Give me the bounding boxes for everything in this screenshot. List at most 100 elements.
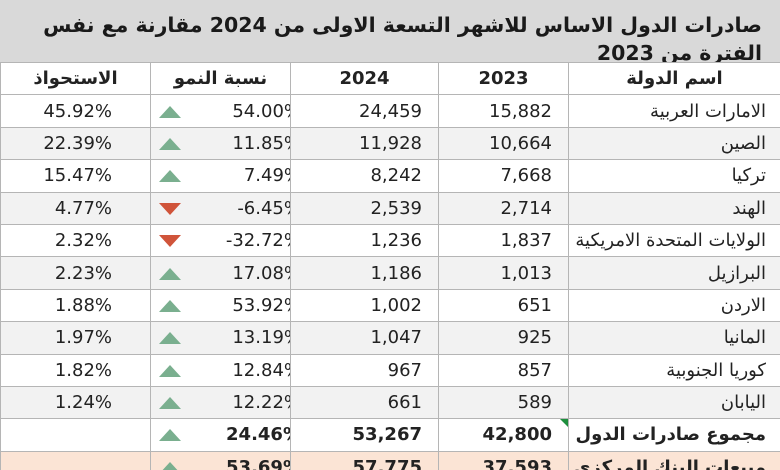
cell-growth: -32.72% xyxy=(150,223,291,258)
cell-2023: 589 xyxy=(438,385,569,420)
triangle-up-icon xyxy=(159,267,181,280)
growth-value: -6.45% xyxy=(237,197,289,219)
cell-2024: 57,775 xyxy=(290,450,439,470)
cell-country: المانيا xyxy=(568,321,780,355)
growth-value: 53.92% xyxy=(232,294,289,316)
cell-2024: 967 xyxy=(290,353,439,387)
growth-value: 12.84% xyxy=(232,359,289,381)
growth-value: 24.46% xyxy=(226,424,289,446)
cell-2024: 1,186 xyxy=(290,256,439,290)
cell-country: الامارات العربية xyxy=(568,94,780,128)
cell-share xyxy=(0,450,151,470)
cell-share: 1.97% xyxy=(0,321,151,355)
cell-2023: 42,800 xyxy=(438,418,569,452)
growth-value: 53.69% xyxy=(226,456,289,470)
col-header-2024: 2024 xyxy=(290,61,439,96)
cell-2023: 2,714 xyxy=(438,191,569,225)
cell-growth: -6.45% xyxy=(150,191,291,225)
cell-country: الاردن xyxy=(568,288,780,323)
cell-share: 2.23% xyxy=(0,256,151,290)
cell-2024: 661 xyxy=(290,385,439,420)
growth-value: 7.49% xyxy=(243,165,290,187)
cell-2024: 53,267 xyxy=(290,418,439,452)
triangle-up-icon xyxy=(159,461,181,470)
triangle-up-icon xyxy=(159,364,181,377)
cell-2023: 10,664 xyxy=(438,126,569,161)
cell-growth: 53.69% xyxy=(150,450,291,470)
triangle-up-icon xyxy=(159,299,181,312)
cell-share: 1.24% xyxy=(0,385,151,420)
cell-country: مجموع صادرات الدول xyxy=(568,418,780,452)
growth-value: 12.22% xyxy=(232,392,289,414)
cell-2023: 37,593 xyxy=(438,450,569,470)
cell-growth: 12.22% xyxy=(150,385,291,420)
triangle-up-icon xyxy=(159,429,181,442)
cell-2023: 651 xyxy=(438,288,569,323)
page-title: صادرات الدول الاساس للاشهر التسعة الاولى… xyxy=(43,13,762,65)
cell-growth: 11.85% xyxy=(150,126,291,161)
cell-2023: 1,013 xyxy=(438,256,569,290)
cell-2023: 15,882 xyxy=(438,94,569,128)
cell-growth: 53.92% xyxy=(150,288,291,323)
cell-growth: 54.00% xyxy=(150,94,291,128)
title-bar: صادرات الدول الاساس للاشهر التسعة الاولى… xyxy=(0,0,780,65)
triangle-up-icon xyxy=(159,137,181,150)
cell-country: الولايات المتحدة الامريكية xyxy=(568,223,780,258)
cell-share xyxy=(0,418,151,452)
cell-2023: 7,668 xyxy=(438,159,569,193)
cell-share: 1.88% xyxy=(0,288,151,323)
cell-share: 1.82% xyxy=(0,353,151,387)
cell-2023: 857 xyxy=(438,353,569,387)
triangle-down-icon xyxy=(159,235,181,248)
cell-country: الهند xyxy=(568,191,780,225)
header-row: الاستحواذ نسبة النمو 2024 2023 اسم الدول… xyxy=(0,61,780,96)
cell-growth: 13.19% xyxy=(150,321,291,355)
cell-share: 15.47% xyxy=(0,159,151,193)
cell-country: كوريا الجنوبية xyxy=(568,353,780,387)
growth-value: 11.85% xyxy=(232,132,289,154)
growth-value: 54.00% xyxy=(232,100,289,122)
cell-country: مبيعات البنك المركزي xyxy=(568,450,780,470)
growth-value: 13.19% xyxy=(232,327,289,349)
cell-country: تركيا xyxy=(568,159,780,193)
col-header-country: اسم الدولة xyxy=(568,61,780,96)
cell-2024: 1,236 xyxy=(290,223,439,258)
cell-2023: 925 xyxy=(438,321,569,355)
cell-2024: 1,002 xyxy=(290,288,439,323)
cell-country: الصين xyxy=(568,126,780,161)
cell-share: 4.77% xyxy=(0,191,151,225)
growth-value: 17.08% xyxy=(232,262,289,284)
cell-2024: 2,539 xyxy=(290,191,439,225)
cell-growth: 24.46% xyxy=(150,418,291,452)
triangle-up-icon xyxy=(159,170,181,183)
triangle-up-icon xyxy=(159,397,181,410)
triangle-down-icon xyxy=(159,202,181,215)
triangle-up-icon xyxy=(159,105,181,118)
col-header-growth: نسبة النمو xyxy=(150,61,291,96)
col-header-share: الاستحواذ xyxy=(0,61,151,96)
cell-country: البرازيل xyxy=(568,256,780,290)
cell-2024: 8,242 xyxy=(290,159,439,193)
cell-share: 22.39% xyxy=(0,126,151,161)
triangle-up-icon xyxy=(159,332,181,345)
exports-table: الاستحواذ نسبة النمو 2024 2023 اسم الدول… xyxy=(0,61,780,470)
cell-growth: 7.49% xyxy=(150,159,291,193)
cell-2023: 1,837 xyxy=(438,223,569,258)
col-header-2023: 2023 xyxy=(438,61,569,96)
cell-2024: 11,928 xyxy=(290,126,439,161)
cell-growth: 17.08% xyxy=(150,256,291,290)
cell-growth: 12.84% xyxy=(150,353,291,387)
